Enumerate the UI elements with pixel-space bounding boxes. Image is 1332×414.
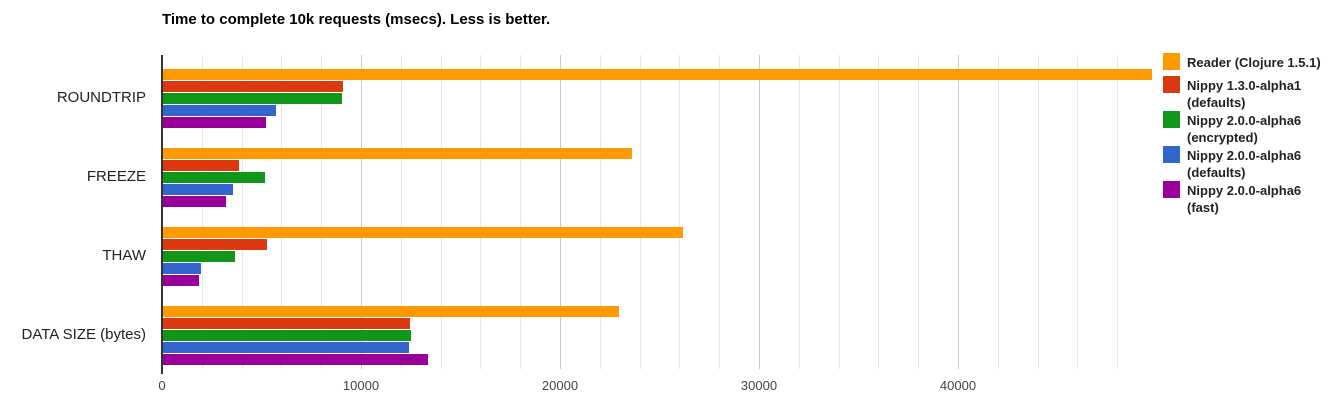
- category-axis: ROUNDTRIP FREEZE THAW DATA SIZE (bytes): [0, 0, 146, 414]
- bar-thaw-s1[interactable]: [163, 239, 267, 250]
- minor-gridline: [202, 55, 203, 369]
- legend-swatch: [1163, 181, 1180, 198]
- bar-roundtrip-s0[interactable]: [163, 69, 1152, 80]
- major-gridline: [361, 55, 362, 369]
- x-axis-baseline: [161, 55, 163, 374]
- minor-gridline: [918, 55, 919, 369]
- bar-data-size-bytes--s1[interactable]: [163, 318, 410, 329]
- bar-roundtrip-s3[interactable]: [163, 105, 276, 116]
- minor-gridline: [799, 55, 800, 369]
- legend-label-line: (defaults): [1187, 95, 1246, 110]
- legend-label-line: (encrypted): [1187, 130, 1258, 145]
- legend-swatch: [1163, 146, 1180, 163]
- legend-label-line: Nippy 2.0.0-alpha6 (fast): [1187, 183, 1302, 215]
- minor-gridline: [719, 55, 720, 369]
- minor-gridline: [998, 55, 999, 369]
- major-gridline: [759, 55, 760, 369]
- x-tick-label: 10000: [342, 378, 380, 393]
- category-label: FREEZE: [86, 168, 146, 185]
- bar-freeze-s1[interactable]: [163, 160, 239, 171]
- major-gridline: [958, 55, 959, 369]
- bar-thaw-s4[interactable]: [163, 275, 199, 286]
- x-tick-label: 30000: [740, 378, 778, 393]
- minor-gridline: [401, 55, 402, 369]
- minor-gridline: [1077, 55, 1078, 369]
- plot-area: [161, 55, 1152, 374]
- legend-label-line: Nippy 1.3.0-alpha1: [1187, 78, 1302, 93]
- legend-label-line: Reader (Clojure 1.5.1): [1187, 55, 1321, 70]
- bar-thaw-s2[interactable]: [163, 251, 235, 262]
- bar-freeze-s0[interactable]: [163, 148, 632, 159]
- bar-freeze-s4[interactable]: [163, 196, 226, 207]
- minor-gridline: [679, 55, 680, 369]
- bar-data-size-bytes--s0[interactable]: [163, 306, 619, 317]
- bar-roundtrip-s1[interactable]: [163, 81, 343, 92]
- bar-roundtrip-s2[interactable]: [163, 93, 342, 104]
- minor-gridline: [242, 55, 243, 369]
- bar-thaw-s3[interactable]: [163, 263, 201, 274]
- bar-roundtrip-s4[interactable]: [163, 117, 266, 128]
- bar-data-size-bytes--s4[interactable]: [163, 354, 428, 365]
- minor-gridline: [1117, 55, 1118, 369]
- legend-swatch: [1163, 76, 1180, 93]
- legend-label-line: (defaults): [1187, 165, 1246, 180]
- major-gridline: [560, 55, 561, 369]
- minor-gridline: [839, 55, 840, 369]
- x-tick-label: 20000: [541, 378, 579, 393]
- minor-gridline: [480, 55, 481, 369]
- minor-gridline: [321, 55, 322, 369]
- bar-data-size-bytes--s3[interactable]: [163, 342, 409, 353]
- legend-label: Nippy 2.0.0-alpha6 (defaults): [1187, 147, 1332, 181]
- legend-label: Nippy 2.0.0-alpha6 (encrypted): [1187, 112, 1332, 146]
- legend-label: Nippy 2.0.0-alpha6 (fast): [1187, 182, 1332, 216]
- x-tick-label: 40000: [939, 378, 977, 393]
- minor-gridline: [1038, 55, 1039, 369]
- chart-title: Time to complete 10k requests (msecs). L…: [162, 11, 551, 28]
- bar-data-size-bytes--s2[interactable]: [163, 330, 411, 341]
- minor-gridline: [281, 55, 282, 369]
- category-label: ROUNDTRIP: [56, 89, 146, 106]
- category-label: DATA SIZE (bytes): [21, 326, 146, 343]
- legend-label-line: Nippy 2.0.0-alpha6: [1187, 148, 1302, 163]
- legend-swatch: [1163, 53, 1180, 70]
- minor-gridline: [878, 55, 879, 369]
- category-label: THAW: [102, 247, 146, 264]
- minor-gridline: [441, 55, 442, 369]
- x-tick-label: 0: [158, 378, 166, 393]
- minor-gridline: [640, 55, 641, 369]
- legend-label: Reader (Clojure 1.5.1): [1187, 54, 1332, 71]
- bar-freeze-s2[interactable]: [163, 172, 265, 183]
- bar-freeze-s3[interactable]: [163, 184, 233, 195]
- legend-label: Nippy 1.3.0-alpha1 (defaults): [1187, 77, 1332, 111]
- bar-thaw-s0[interactable]: [163, 227, 683, 238]
- legend-label-line: Nippy 2.0.0-alpha6: [1187, 113, 1302, 128]
- legend-swatch: [1163, 111, 1180, 128]
- minor-gridline: [520, 55, 521, 369]
- minor-gridline: [600, 55, 601, 369]
